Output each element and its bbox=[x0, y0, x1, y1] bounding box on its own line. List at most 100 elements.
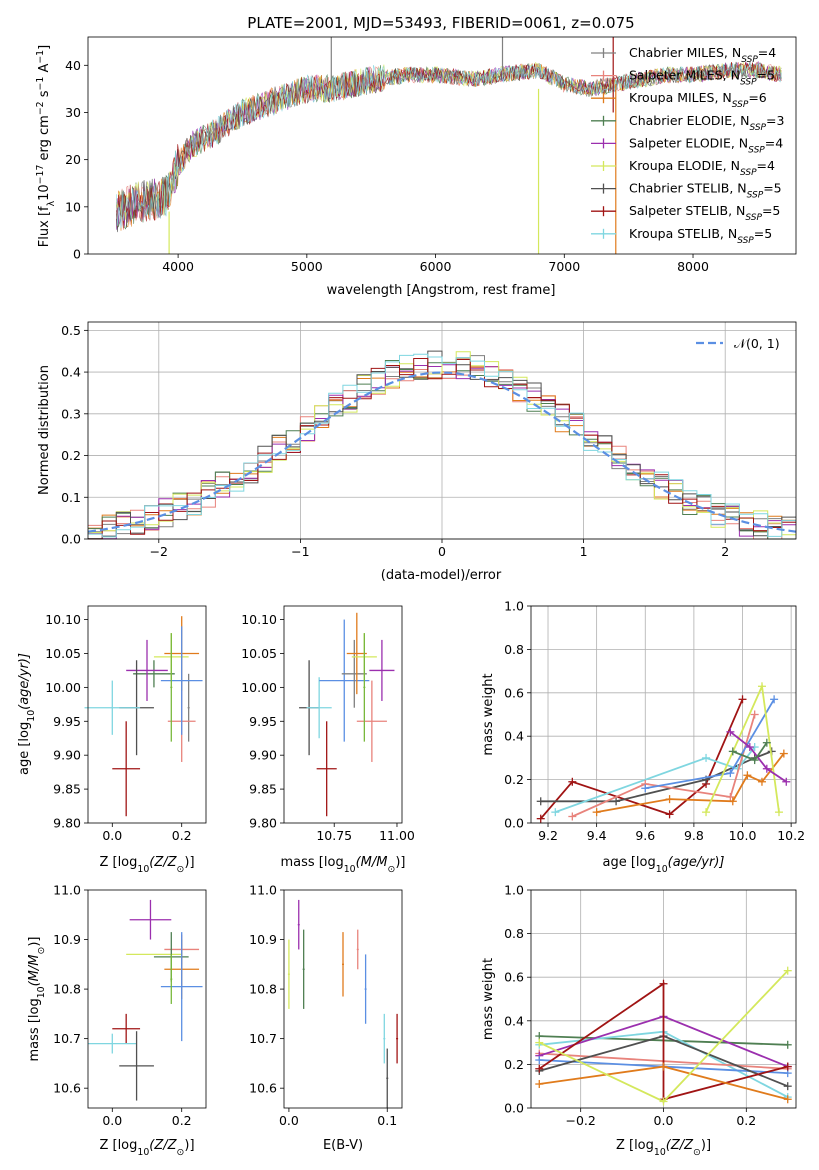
y-tick-label: 0.8 bbox=[504, 642, 524, 657]
y-tick-label: 0.6 bbox=[504, 685, 524, 700]
legend-label: Salpeter MILES, N bbox=[629, 68, 740, 83]
legend-count: =3 bbox=[766, 113, 784, 128]
x-tick-label: 0.0 bbox=[279, 1113, 299, 1128]
legend-sub: SSP bbox=[740, 78, 757, 88]
x-tick-label: −0.2 bbox=[566, 1113, 596, 1128]
y-axis-label-part: (M/M bbox=[27, 955, 42, 987]
legend-entry: Salpeter MILES, NSSP=5 bbox=[629, 68, 775, 88]
x-axis-label-part: age [log bbox=[603, 855, 656, 870]
y-axis-label-part: )] bbox=[27, 937, 42, 947]
y-axis-label: mass weight bbox=[481, 673, 496, 755]
x-tick-label: 0.2 bbox=[172, 828, 192, 843]
y-tick-label: 0.4 bbox=[504, 1013, 524, 1028]
y-axis-label-part: age [log bbox=[17, 722, 32, 775]
chart-title: PLATE=2001, MJD=53493, FIBERID=0061, z=0… bbox=[247, 14, 634, 32]
y-tick-label: 1.0 bbox=[504, 883, 524, 898]
x-tick-label: 0.2 bbox=[736, 1113, 756, 1128]
legend-entry: Chabrier ELODIE, NSSP=3 bbox=[629, 113, 784, 133]
legend-entry: Salpeter STELIB, NSSP=5 bbox=[629, 203, 780, 223]
spectrum-line bbox=[116, 62, 782, 228]
legend-label: Chabrier ELODIE, N bbox=[629, 113, 749, 128]
y-axis-label-part: 10 bbox=[26, 710, 37, 722]
y-tick-label: 0.0 bbox=[61, 532, 81, 547]
y-tick-label: 0.0 bbox=[504, 1101, 524, 1116]
legend-sub: SSP bbox=[740, 168, 757, 178]
x-axis-label-part: ⊙ bbox=[387, 864, 395, 875]
legend-entry: Chabrier MILES, NSSP=4 bbox=[629, 45, 776, 65]
y-tick-label: 1.0 bbox=[504, 599, 524, 614]
y-tick-label: 0.2 bbox=[61, 448, 81, 463]
y-tick-label: 10.7 bbox=[249, 1031, 277, 1046]
x-tick-label: −1 bbox=[291, 544, 309, 559]
y-tick-label: 10.00 bbox=[45, 680, 81, 695]
series-line bbox=[596, 753, 785, 813]
y-tick-label: 9.95 bbox=[53, 714, 81, 729]
x-tick-label: 0.0 bbox=[654, 1113, 674, 1128]
x-axis-label: Z [log10(Z/Z⊙)] bbox=[99, 1138, 194, 1158]
y-axis-label-part: ⊙ bbox=[36, 947, 47, 955]
y-tick-label: 0.4 bbox=[61, 365, 81, 380]
y-tick-label: 0.3 bbox=[61, 406, 81, 421]
y-tick-label: 0.1 bbox=[61, 490, 81, 505]
x-axis-label-part: )] bbox=[701, 1138, 711, 1153]
axes-frame bbox=[87, 36, 797, 255]
x-tick-label: 7000 bbox=[548, 259, 580, 274]
weight-vs-age-panel: 9.2 9.4 9.6 9.8 10.0 10.2 0.0 0.2 0.4 0.6 0.8 1.0 ag… bbox=[481, 599, 805, 875]
mass-vs-ebv-panel: 0.0 0.1 10.6 10.7 10.8 10.9 11.0 E(B-V) bbox=[249, 883, 403, 1153]
x-tick-label: 4000 bbox=[162, 259, 194, 274]
y-tick-label: 0.2 bbox=[504, 1057, 524, 1072]
x-axis-label-part: Z [log bbox=[99, 855, 137, 870]
axes-frame bbox=[283, 605, 403, 824]
x-tick-label: 9.4 bbox=[587, 828, 607, 843]
spectrum-panel: PLATE=2001, MJD=53493, FIBERID=0061, z=0… bbox=[35, 14, 797, 298]
y-tick-label: 9.85 bbox=[53, 782, 81, 797]
y-tick-label: 11.0 bbox=[249, 883, 277, 898]
x-axis-label-part: )] bbox=[184, 1138, 194, 1153]
x-tick-label: 9.6 bbox=[635, 828, 655, 843]
y-axis-label-part: ] bbox=[37, 45, 52, 50]
x-tick-label: 10.0 bbox=[729, 828, 757, 843]
x-axis-label-part: 10 bbox=[656, 864, 668, 875]
x-tick-label: 6000 bbox=[420, 259, 452, 274]
x-tick-label: 0.2 bbox=[172, 1113, 192, 1128]
x-axis-label: wavelength [Angstrom, rest frame] bbox=[327, 283, 556, 298]
y-tick-label: 10.05 bbox=[45, 646, 81, 661]
series-line bbox=[554, 746, 756, 813]
x-axis-label-part: 10 bbox=[137, 864, 149, 875]
legend-count: =4 bbox=[757, 158, 775, 173]
legend-count: =5 bbox=[762, 203, 780, 218]
y-axis-label-part: 10 bbox=[37, 184, 52, 201]
x-axis-label-part: ⊙ bbox=[177, 864, 185, 875]
y-axis-label-part: −1 bbox=[35, 77, 46, 91]
x-tick-label: 8000 bbox=[677, 259, 709, 274]
x-axis-label-part: (age/yr)] bbox=[668, 855, 725, 870]
weight-vs-Z-panel: −0.2 0.0 0.2 0.0 0.2 0.4 0.6 0.8 1.0 Z [log10(Z/Z… bbox=[481, 883, 797, 1158]
legend-label: Salpeter ELODIE, N bbox=[629, 135, 748, 150]
x-tick-label: 0.0 bbox=[102, 828, 122, 843]
y-axis-label-part: mass [log bbox=[27, 998, 42, 1061]
legend-label: Chabrier MILES, N bbox=[629, 45, 741, 60]
legend-sub: SSP bbox=[748, 145, 765, 155]
y-tick-label: 9.80 bbox=[53, 816, 81, 831]
y-tick-label: 10.8 bbox=[249, 982, 277, 997]
y-tick-label: 10.6 bbox=[53, 1081, 81, 1096]
age-vs-mass-panel: 10.75 11.00 9.80 9.85 9.90 9.95 10.00 10.05 10.1… bbox=[241, 605, 415, 875]
legend-count: =6 bbox=[748, 90, 766, 105]
y-axis-label: mass [log10(M/M⊙)] bbox=[27, 937, 47, 1062]
y-axis-label-part: −1 bbox=[35, 50, 46, 64]
legend-sub: SSP bbox=[747, 191, 764, 201]
x-axis-label-part: )] bbox=[184, 855, 194, 870]
legend-label: Kroupa MILES, N bbox=[629, 90, 732, 105]
y-tick-label: 10.00 bbox=[241, 680, 277, 695]
y-axis-label-part: erg cm bbox=[37, 115, 52, 164]
x-tick-label: 11.00 bbox=[379, 828, 415, 843]
y-tick-label: 10.05 bbox=[241, 646, 277, 661]
y-axis-label-part: λ bbox=[46, 200, 57, 206]
x-tick-label: 1 bbox=[580, 544, 588, 559]
y-tick-label: 10.9 bbox=[53, 932, 81, 947]
x-axis-label: Z [log10(Z/Z⊙)] bbox=[99, 855, 194, 875]
x-axis-label-part: mass [log bbox=[281, 855, 344, 870]
y-axis-label-part: −2 bbox=[35, 101, 46, 115]
y-axis-label-part: (age/yr)] bbox=[17, 653, 32, 710]
